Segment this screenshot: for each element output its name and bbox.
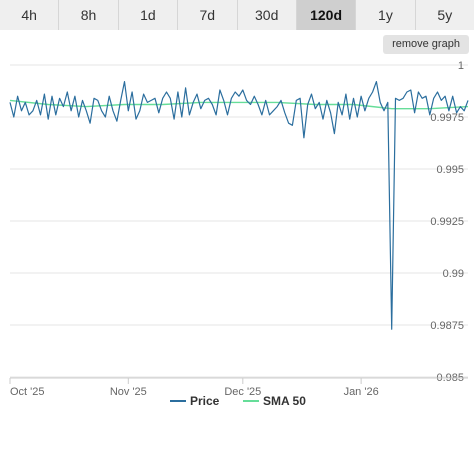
- tab-1y[interactable]: 1y: [356, 0, 416, 30]
- x-tick-label: Nov '25: [110, 386, 147, 398]
- tab-4h[interactable]: 4h: [0, 0, 60, 30]
- grid-lines: [10, 64, 468, 378]
- x-tick-label: Dec '25: [224, 386, 261, 398]
- tab-1d[interactable]: 1d: [118, 0, 179, 30]
- y-tick-label: 0.995: [436, 164, 464, 176]
- remove-graph-button[interactable]: remove graph: [383, 35, 469, 54]
- legend-sma-50-label: SMA 50: [263, 394, 306, 408]
- legend-price[interactable]: Price: [170, 394, 220, 408]
- time-range-tabs: 4h 8h 1d 7d 30d 120d 1y 5y: [0, 0, 474, 30]
- tab-30d[interactable]: 30d: [237, 0, 297, 30]
- sma-50-series-line: [9, 99, 469, 110]
- x-tick-label: Oct '25: [10, 386, 45, 398]
- price-series-line: [9, 81, 469, 330]
- y-tick-label: 0.9875: [430, 320, 464, 332]
- legend-price-label: Price: [190, 394, 220, 408]
- x-tick-label: Jan '26: [344, 386, 379, 398]
- tab-8h[interactable]: 8h: [59, 0, 119, 30]
- y-tick-label: 0.99: [443, 268, 464, 280]
- series-lines: [9, 81, 469, 330]
- legend: Price SMA 50: [170, 394, 306, 408]
- legend-sma-50[interactable]: SMA 50: [243, 394, 306, 408]
- tab-7d[interactable]: 7d: [178, 0, 238, 30]
- y-tick-label: 0.9925: [430, 216, 464, 228]
- tab-5y[interactable]: 5y: [415, 0, 474, 30]
- y-tick-label: 1: [458, 60, 464, 72]
- x-axis: Oct '25 Nov '25 Dec '25 Jan '26: [9, 377, 468, 398]
- y-tick-label: 0.9975: [430, 112, 464, 124]
- tab-120d[interactable]: 120d: [296, 0, 357, 30]
